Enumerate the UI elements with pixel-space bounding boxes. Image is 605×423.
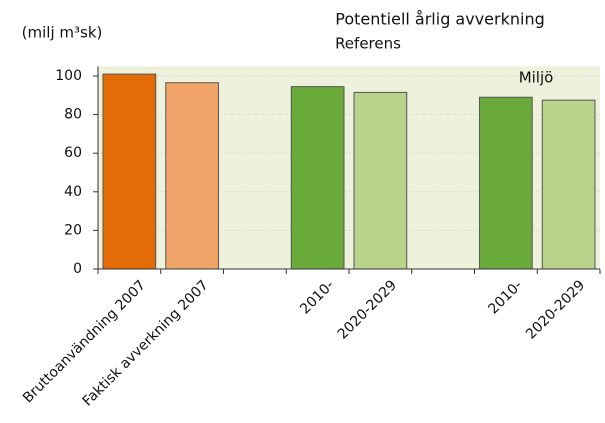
y-tick-label: 80 bbox=[64, 107, 82, 123]
bar bbox=[541, 99, 596, 270]
y-tick-label: 0 bbox=[73, 261, 82, 277]
y-tick-label: 100 bbox=[55, 68, 82, 84]
x-tick-label: 2020-2029 bbox=[523, 277, 588, 342]
y-tick-label: 40 bbox=[64, 184, 82, 200]
bar bbox=[102, 73, 157, 270]
chart-title: Potentiell årlig avverkning bbox=[335, 10, 545, 29]
x-tick-label: 2010- bbox=[297, 277, 337, 317]
annotation: Referens bbox=[335, 35, 401, 53]
x-tick-label: 2010- bbox=[485, 277, 525, 317]
annotation: Miljö bbox=[519, 69, 554, 87]
y-tick-label: 60 bbox=[64, 145, 82, 161]
bar bbox=[353, 91, 408, 270]
x-tick-label: Faktisk avverkning 2007 bbox=[80, 277, 212, 409]
x-tick-label: Bruttoanvändning 2007 bbox=[20, 277, 149, 406]
y-axis-label: (milj m³sk) bbox=[22, 24, 103, 42]
y-tick-label: 20 bbox=[64, 222, 82, 238]
bar bbox=[290, 86, 345, 270]
bar bbox=[165, 82, 219, 270]
x-tick-label: 2020-2029 bbox=[335, 277, 400, 342]
bar bbox=[479, 96, 533, 270]
